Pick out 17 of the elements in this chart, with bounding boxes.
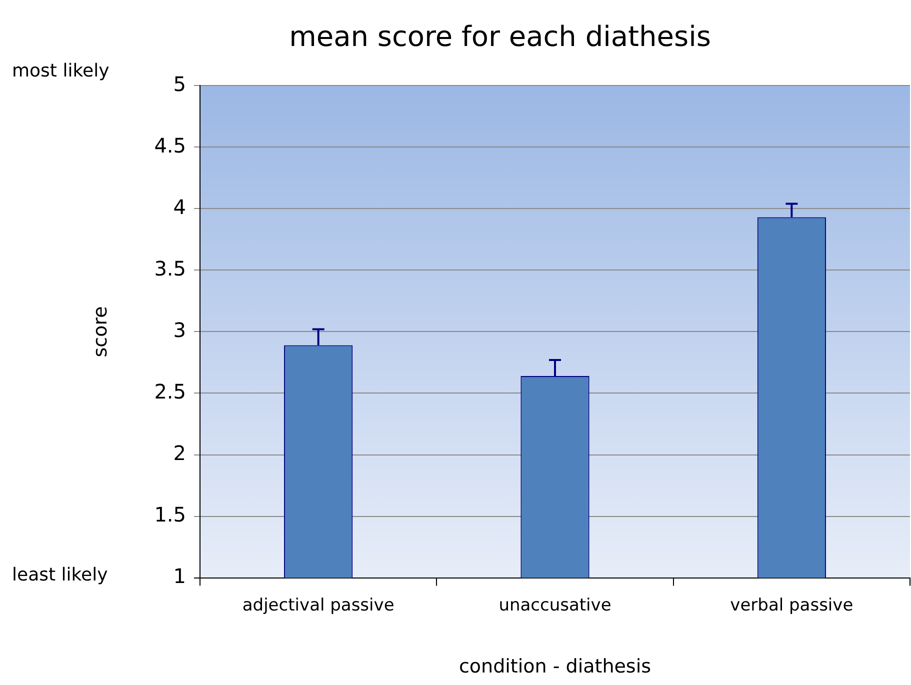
- x-tick-label: unaccusative: [498, 595, 612, 616]
- x-axis-title: condition - diathesis: [458, 656, 652, 678]
- text: most likely: [12, 60, 110, 82]
- y-tick-label: 2: [173, 440, 186, 465]
- y-axis-title: score: [89, 306, 112, 358]
- y-tick-label: 2.5: [154, 379, 186, 404]
- x-tick-label: verbal passive: [730, 595, 854, 616]
- y-tick-label: 3: [173, 318, 186, 342]
- y-tick-label: 1.5: [154, 502, 186, 526]
- y-tick-label: 1: [173, 564, 186, 588]
- y-tick-label: 3.5: [154, 256, 186, 280]
- chart-title: mean score for each diathesis: [289, 20, 711, 54]
- x-tick-label: adjectival passive: [242, 595, 394, 616]
- y-tick-label: 4.5: [154, 133, 186, 158]
- y-tick-label: 5: [173, 72, 186, 96]
- text: least likely: [12, 564, 108, 586]
- y-tick-label: 4: [173, 194, 186, 219]
